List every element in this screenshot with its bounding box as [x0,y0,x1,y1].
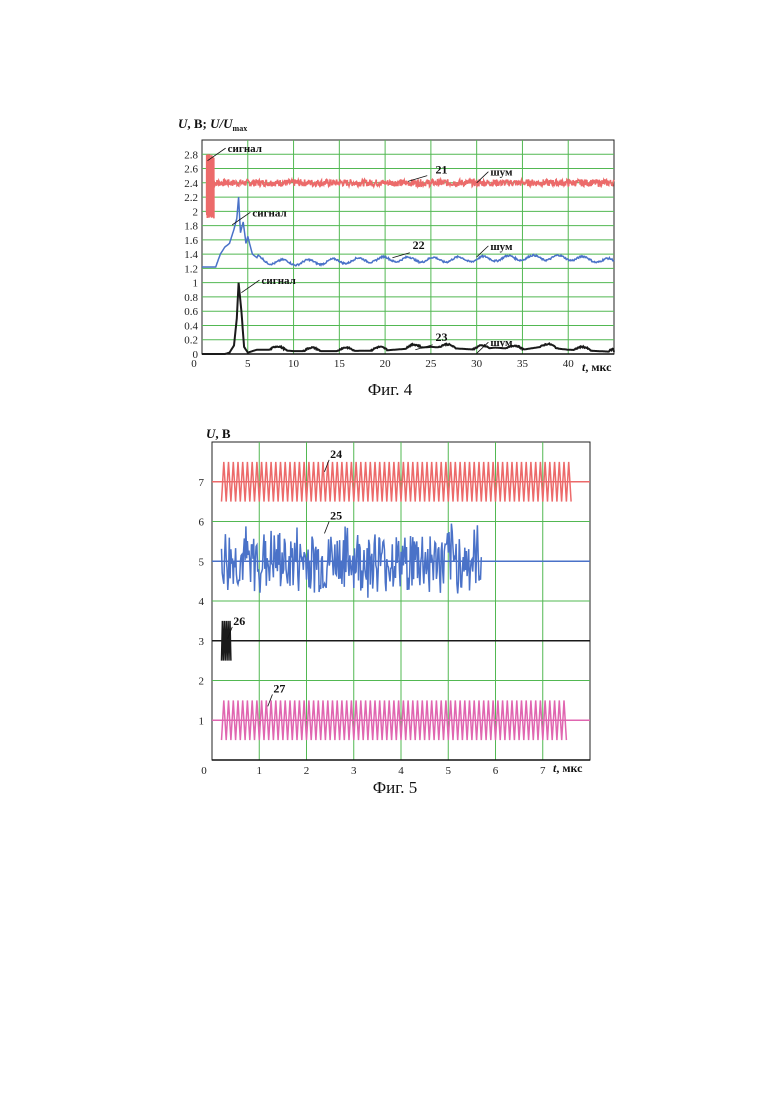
x-tick-label: 20 [380,358,392,370]
x-tick-label: 25 [425,358,437,370]
y-tick-label: 4 [199,596,205,608]
annotation-noise: шум [490,337,513,349]
annotation-leader [241,280,259,293]
series-26-label: 26 [233,614,245,628]
series-23-line [202,283,614,354]
x-tick-label: 2 [304,765,310,777]
annotation-leader [477,342,489,353]
series-25-label: 25 [330,509,342,523]
y-axis-ticks: 1 2 3 4 5 6 7 [199,477,205,728]
y-tick-label: 5 [199,556,205,568]
annotation-signal: сигнал [262,275,296,287]
annotations: сигнал шум сигнал шум сигнал шум [207,143,513,353]
y-tick-label: 2 [193,206,199,218]
series-24-label: 24 [330,447,342,461]
series-21-line [214,179,614,186]
y-tick-label: 1.4 [184,249,198,261]
x-tick-label: 10 [288,358,300,370]
series-27-label: 27 [273,681,285,695]
y-tick-label: 0.6 [184,306,198,318]
x-tick-label: 6 [493,765,499,777]
y-tick-label: 0.8 [184,292,198,304]
y-tick-label: 0.4 [184,320,198,332]
x-axis-label: t, мкс [553,761,583,775]
x-tick-label: 15 [334,358,346,370]
plot-frame [202,140,614,354]
x-tick-label: 35 [517,358,529,370]
y-tick-label: 2.2 [184,192,198,204]
x-tick-label: 5 [446,765,452,777]
y-tick-label: 0.2 [184,335,198,347]
annotation-signal: сигнал [228,143,262,155]
y-tick-label: 3 [199,636,205,648]
y-tick-label: 1 [199,715,205,727]
grid [202,140,614,354]
x-tick-label: 4 [398,765,404,777]
x-tick-label: 40 [563,358,575,370]
series-25-leader [324,522,329,534]
y-tick-label: 2.4 [184,178,198,190]
series-26-line [222,621,231,661]
annotation-noise: шум [490,241,513,253]
y-tick-label: 2.6 [184,164,198,176]
x-axis-label: t, мкс [582,360,612,374]
x-axis-ticks: 0 1 2 3 4 5 6 7 [201,765,546,777]
y-tick-label: 1.6 [184,235,198,247]
y-tick-label: 1.8 [184,221,198,233]
series-21-signal [207,154,214,218]
series-21-label: 21 [435,163,447,177]
y-tick-label: 2 [199,676,205,688]
annotation-signal: сигнал [252,207,286,219]
figure-5-caption: Фиг. 5 [345,778,445,798]
x-tick-label: 5 [245,358,251,370]
x-tick-label: 30 [471,358,483,370]
y-tick-label: 1 [193,278,199,290]
y-axis-ticks: 00.20.40.60.811.21.41.61.822.22.42.62.8 [184,149,198,361]
series-23-label: 23 [435,330,447,344]
annotation-noise: шум [490,167,513,179]
x-tick-label: 1 [257,765,263,777]
x-axis-ticks: 0 5 10 15 20 25 30 35 40 [191,358,574,370]
y-tick-label: 7 [199,477,205,489]
x-tick-label: 7 [540,765,546,777]
y-tick-label: 6 [199,517,205,529]
x-tick-label: 0 [191,358,197,370]
figure-4-chart: 00.20.40.60.811.21.41.61.822.22.42.62.8 … [170,112,630,377]
y-tick-label: 1.2 [184,263,198,275]
figure-4-caption: Фиг. 4 [340,380,440,400]
series-22-label: 22 [413,238,425,252]
y-tick-label: 2.8 [184,149,198,161]
y-axis-label: U, В [206,426,231,441]
x-tick-label: 0 [201,765,207,777]
y-axis-label: U, В; U/Umax [178,116,247,133]
x-tick-label: 3 [351,765,357,777]
figure-5-chart: 1 2 3 4 5 6 7 0 1 2 3 4 5 6 7 24 25 26 27 U, В t, мкс [180,420,600,780]
